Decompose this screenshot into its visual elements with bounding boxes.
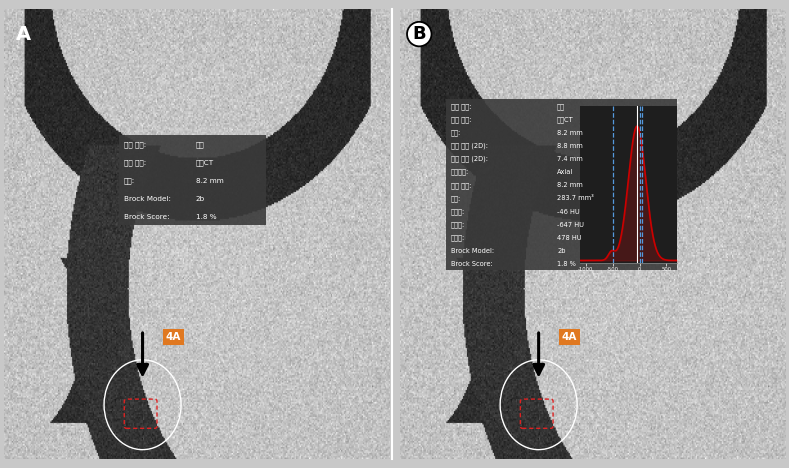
Text: 처웃CT: 처웃CT — [557, 116, 574, 123]
Text: 고형: 고형 — [196, 142, 204, 148]
Text: -46 HU: -46 HU — [557, 209, 580, 214]
Text: 283.7 mm³: 283.7 mm³ — [557, 195, 594, 201]
Text: 평균값:: 평균값: — [451, 208, 465, 215]
Text: 8.2 mm: 8.2 mm — [196, 178, 223, 184]
Text: B: B — [413, 25, 426, 43]
Text: A: A — [16, 25, 31, 44]
Text: 부피:: 부피: — [451, 195, 461, 202]
Text: Brock Model:: Brock Model: — [451, 248, 494, 254]
Text: 1.8 %: 1.8 % — [196, 214, 216, 220]
Text: 7.4 mm: 7.4 mm — [557, 156, 583, 162]
Text: 추적 검사:: 추적 검사: — [124, 160, 146, 166]
Text: 최대평면:: 최대평면: — [451, 169, 469, 176]
Text: 최대값:: 최대값: — [451, 234, 465, 241]
Text: Brock Model:: Brock Model: — [124, 196, 171, 202]
Text: 4A: 4A — [562, 332, 577, 342]
Text: 유효 크기:: 유효 크기: — [451, 182, 471, 189]
Text: Brock Score:: Brock Score: — [451, 261, 492, 267]
Text: 크기:: 크기: — [451, 129, 461, 136]
Text: 8.8 mm: 8.8 mm — [557, 143, 583, 149]
Text: -647 HU: -647 HU — [557, 222, 584, 227]
Text: 1.8 %: 1.8 % — [557, 261, 576, 267]
Text: 8.2 mm: 8.2 mm — [557, 130, 583, 136]
Text: 처웃CT: 처웃CT — [196, 160, 214, 166]
Text: 결절 성상:: 결절 성상: — [124, 142, 146, 148]
Text: Axial: Axial — [557, 169, 574, 175]
Text: 추적 검사:: 추적 검사: — [451, 116, 471, 123]
Text: 4A: 4A — [166, 332, 181, 342]
FancyBboxPatch shape — [447, 99, 677, 270]
Text: 고형: 고형 — [557, 103, 565, 110]
Text: 장충 길이 (2D):: 장충 길이 (2D): — [451, 143, 488, 149]
Text: 8.2 mm: 8.2 mm — [557, 182, 583, 188]
Text: 크기:: 크기: — [124, 178, 136, 184]
Text: 최소값:: 최소값: — [451, 221, 465, 228]
Text: 결절 성상:: 결절 성상: — [451, 103, 471, 110]
Text: 2b: 2b — [557, 248, 566, 254]
Text: 2b: 2b — [196, 196, 205, 202]
Text: Brock Score:: Brock Score: — [124, 214, 170, 220]
Text: 단충 길이 (2D):: 단충 길이 (2D): — [451, 156, 488, 162]
FancyBboxPatch shape — [119, 135, 266, 225]
Text: 478 HU: 478 HU — [557, 235, 581, 241]
